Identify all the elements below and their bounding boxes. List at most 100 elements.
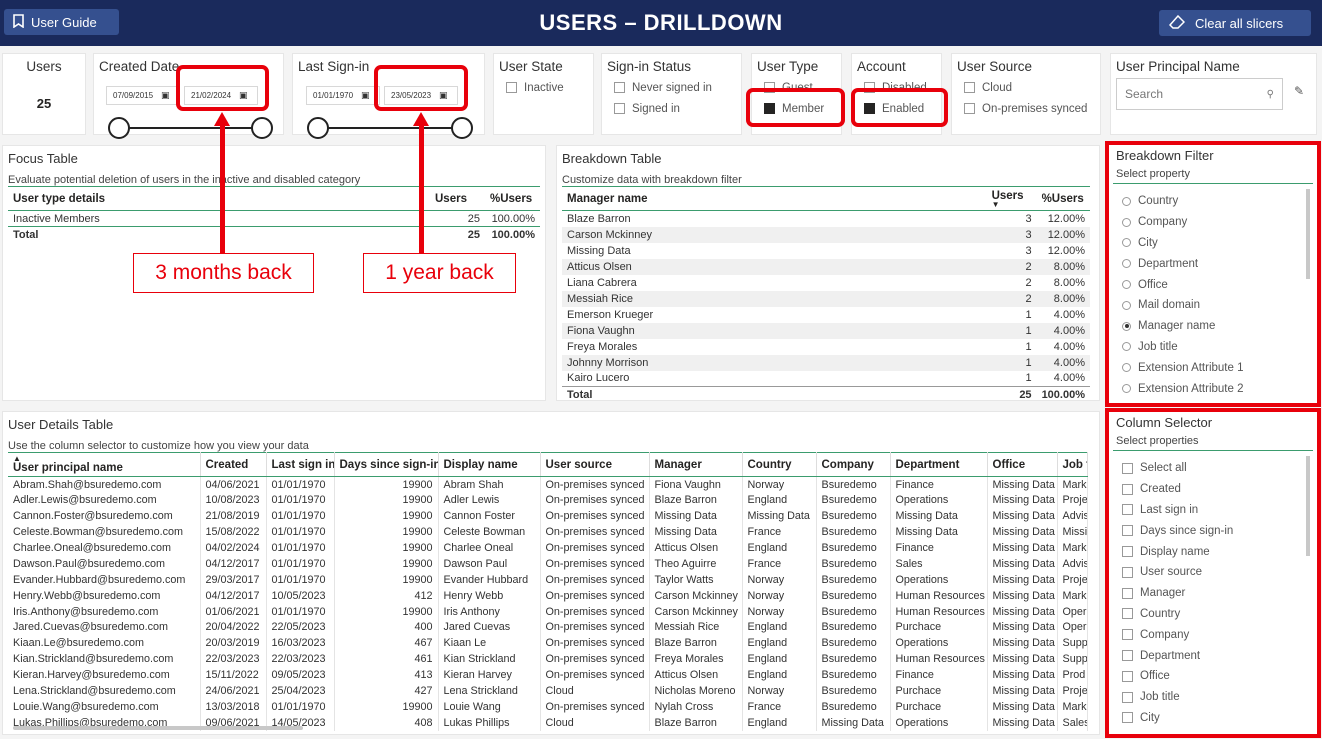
column-option[interactable]: Created [1122,479,1233,500]
radio[interactable] [1122,321,1131,331]
radio-option[interactable]: Mail domain [1122,295,1243,316]
checkbox[interactable] [1122,650,1133,662]
horizontal-scrollbar[interactable] [13,726,303,730]
column-header[interactable]: Created [200,452,267,477]
radio-option[interactable]: City [1122,233,1243,254]
radio[interactable] [1122,217,1131,227]
focus-table: User type details Users %Users Inactive Me… [8,186,540,243]
checkbox[interactable] [1122,712,1133,724]
column-header[interactable]: Country [742,452,817,477]
option-on-premises[interactable]: On-premises synced [964,98,1087,119]
column-option[interactable]: Days since sign-in [1122,520,1233,541]
slider-handle-min[interactable] [307,117,329,139]
checkbox[interactable] [1122,504,1133,516]
radio[interactable] [1122,342,1131,352]
column-header[interactable]: ▲ User principal name [8,452,201,477]
radio[interactable] [1122,280,1131,290]
column-option[interactable]: Department [1122,645,1233,666]
column-header[interactable]: Company [816,452,891,477]
option-inactive[interactable]: Inactive [506,77,564,98]
option-enabled[interactable]: Enabled [864,98,927,119]
created-to-input[interactable]: 21/02/2024 ▣ [184,86,258,105]
checkbox[interactable] [1122,670,1133,682]
table-row: Jared.Cuevas@bsuredemo.com 20/04/2022 22/0… [8,619,1088,636]
radio-option[interactable]: Office [1122,274,1243,295]
upn-search-input[interactable]: Search ⚲ [1116,78,1283,110]
lastsign-from-input[interactable]: 01/01/1970 ▣ [306,86,380,105]
radio-option[interactable]: Company [1122,212,1243,233]
column-option[interactable]: Select all [1122,458,1233,479]
column-option[interactable]: Manager [1122,583,1233,604]
column-header[interactable]: Job t [1057,452,1088,477]
breakdown-table: Manager name Users ▼ %Users Blaze Barron 3 12… [562,186,1090,403]
option-never-signed-in[interactable]: Never signed in [614,77,712,98]
radio[interactable] [1122,384,1131,394]
checkbox[interactable] [506,82,517,93]
table-row: Iris.Anthony@bsuredemo.com 01/06/2021 01/0… [8,603,1088,620]
radio[interactable] [1122,300,1131,310]
checkbox[interactable] [1122,629,1133,641]
checkbox[interactable] [1122,462,1133,474]
column-option[interactable]: Country [1122,604,1233,625]
column-option[interactable]: Display name [1122,541,1233,562]
checkbox [764,103,775,114]
arrow-line [419,124,424,254]
lastsign-to-input[interactable]: 23/05/2023 ▣ [384,86,458,105]
column-header[interactable]: User source [540,452,650,477]
checkbox[interactable] [1122,546,1133,558]
checkbox[interactable] [1122,587,1133,599]
table-row: Emerson Krueger 1 4.00% [567,308,1085,321]
bookmark-icon [13,13,24,31]
option-member[interactable]: Member [764,98,824,119]
radio[interactable] [1122,238,1131,248]
slider-handle-min[interactable] [108,117,130,139]
table-row: Louie.Wang@bsuredemo.com 13/03/2018 01/01/… [8,698,1088,715]
column-header[interactable]: Days since sign-in [334,452,439,477]
search-icon: ⚲ [1266,88,1274,100]
header-bar: User Guide USERS – DRILLDOWN Clear all s… [0,0,1322,46]
radio-option[interactable]: Job title [1122,337,1243,358]
slider-handle-max[interactable] [251,117,273,139]
radio[interactable] [1122,363,1131,373]
column-option[interactable]: Last sign in [1122,500,1233,521]
column-header[interactable]: Department [890,452,988,477]
option-signed-in[interactable]: Signed in [614,98,712,119]
user-guide-button[interactable]: User Guide [4,9,119,35]
radio-option[interactable]: Extension Attribute 2 [1122,378,1243,399]
radio[interactable] [1122,259,1131,269]
eraser-icon [1168,14,1186,32]
column-option[interactable]: Office [1122,666,1233,687]
checkbox[interactable] [1122,483,1133,495]
table-row: Missing Data 3 12.00% [567,244,1085,257]
column-header[interactable]: Manager [649,452,743,477]
eraser-icon[interactable]: ✎ [1294,84,1305,98]
table-row: Messiah Rice 2 8.00% [562,290,1090,307]
radio-option[interactable]: Manager name [1122,316,1243,337]
column-option[interactable]: Company [1122,624,1233,645]
slider-handle-max[interactable] [451,117,473,139]
checkbox [764,82,775,93]
column-header[interactable]: Display name [438,452,541,477]
arrow-up-icon [214,112,230,126]
scrollbar[interactable] [1306,189,1310,279]
scrollbar[interactable] [1306,456,1310,556]
checkbox[interactable] [1122,691,1133,703]
column-option[interactable]: User source [1122,562,1233,583]
checkbox[interactable] [1122,525,1133,537]
radio[interactable] [1122,196,1131,206]
radio-option[interactable]: Extension Attribute 1 [1122,357,1243,378]
radio-option[interactable]: Country [1122,191,1243,212]
user-details-table: ▲ User principal name Created Last sign in D… [8,452,1088,731]
created-from-input[interactable]: 07/09/2015 ▣ [106,86,180,105]
column-header[interactable]: Last sign in [266,452,335,477]
column-option[interactable]: Job title [1122,687,1233,708]
column-option[interactable]: City [1122,708,1233,729]
checkbox[interactable] [1122,608,1133,620]
checkbox[interactable] [1122,566,1133,578]
radio-option[interactable]: Department [1122,253,1243,274]
clear-slicers-button[interactable]: Clear all slicers [1159,10,1311,36]
calendar-icon: ▣ [239,90,248,100]
option-cloud[interactable]: Cloud [964,77,1087,98]
highlight-enabled [851,88,948,127]
column-header[interactable]: Office [987,452,1058,477]
